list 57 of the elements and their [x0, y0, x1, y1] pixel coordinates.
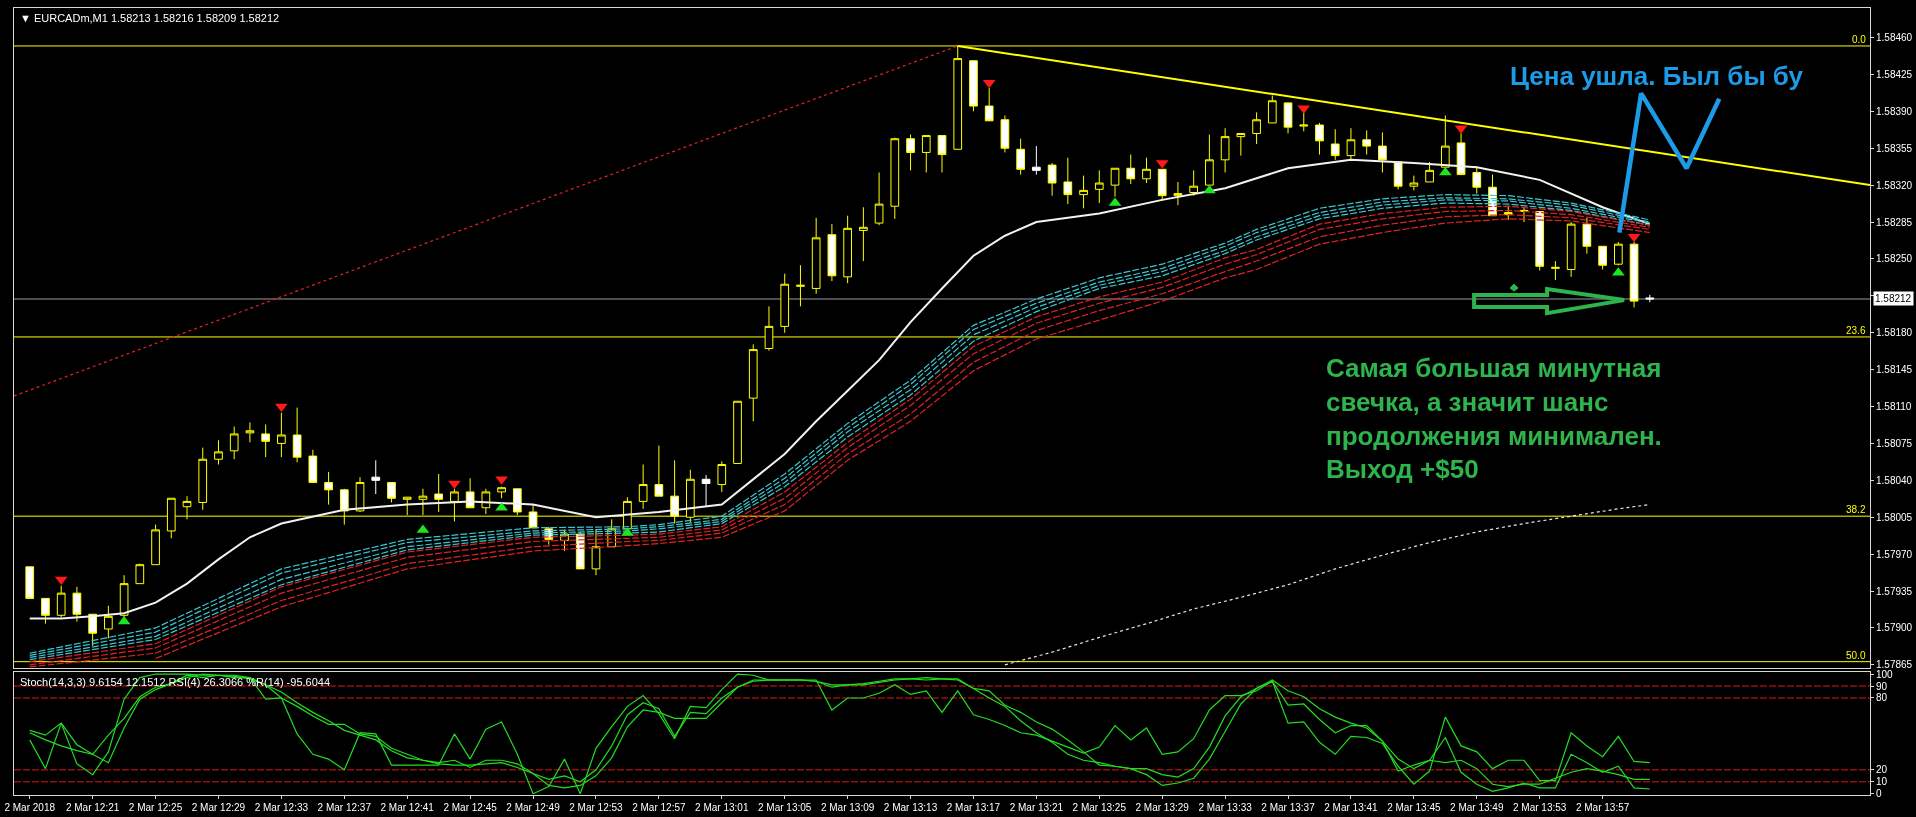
x-tick-label: 2 Mar 13:57: [1575, 802, 1630, 813]
x-tick-label: 2 Mar 13:33: [1198, 802, 1253, 813]
x-tick-label: 2 Mar 12:29: [191, 802, 246, 813]
x-tick-label: 2 Mar 13:45: [1387, 802, 1441, 813]
x-tick-label: 2 Mar 13:53: [1513, 802, 1567, 813]
x-tick-label: 2 Mar 13:05: [758, 802, 812, 813]
x-tick-label: 2 Mar 12:25: [128, 802, 183, 813]
y-tick-label: 1.57865: [1876, 659, 1913, 671]
y-tick-label: 1.58390: [1876, 105, 1913, 117]
x-tick-label: 2 Mar 13:37: [1261, 802, 1316, 813]
annotation: 0.0: [1852, 34, 1867, 45]
annotation: 38.2: [1846, 504, 1866, 515]
y-tick-label: 1.58320: [1876, 179, 1913, 191]
y-tick-label: 1.58355: [1876, 142, 1913, 154]
y-tick-label: 90: [1876, 680, 1888, 692]
annotation: 23.6: [1846, 325, 1866, 336]
y-tick-label: 1.58425: [1876, 68, 1913, 80]
annotation: Цена ушла. Был бы бу: [1510, 61, 1804, 91]
y-tick-label: 0: [1876, 788, 1882, 800]
x-tick-label: 2 Mar 12:41: [380, 802, 435, 813]
y-tick-label: 1.57900: [1876, 622, 1913, 634]
y-tick-label: 1.58040: [1876, 474, 1913, 486]
y-tick-label: 1.58460: [1876, 32, 1913, 44]
x-tick-label: 2 Mar 13:29: [1135, 802, 1190, 813]
x-tick-label: 2 Mar 13:13: [883, 802, 938, 813]
y-tick-label: 1.58110: [1876, 401, 1912, 413]
ref-line-label: 1.58212: [1875, 293, 1912, 304]
y-tick-label: 1.58285: [1876, 216, 1913, 228]
x-tick-label: 2 Mar 13:17: [946, 802, 1001, 813]
annotation: Самая большая минутная свечка, а значит шанс продолжения минимален. Выход +$50: [1326, 353, 1662, 485]
x-tick-label: 2 Mar 12:57: [632, 802, 686, 813]
x-tick-label: 2 Mar 12:21: [65, 802, 120, 813]
y-tick-label: 1.58145: [1876, 364, 1913, 376]
y-tick-label: 100: [1876, 668, 1894, 680]
x-tick-label: 2 Mar 12:45: [443, 802, 498, 813]
y-tick-label: 1.58250: [1876, 253, 1913, 265]
x-tick-label: 2 Mar 12:33: [254, 802, 309, 813]
y-tick-label: 20: [1876, 764, 1888, 776]
x-tick-label: 2 Mar 12:49: [506, 802, 561, 813]
x-tick-label: 2 Mar 13:49: [1450, 802, 1504, 813]
y-tick-label: 1.57935: [1876, 585, 1913, 597]
chart-title: ▼ EURCADm,M1 1.58213 1.58216 1.58209 1.58212: [20, 12, 280, 24]
x-tick-label: 2 Mar 2018: [4, 802, 56, 813]
y-tick-label: 80: [1876, 692, 1888, 704]
x-tick-label: 2 Mar 12:37: [317, 802, 372, 813]
y-tick-label: 1.58005: [1876, 511, 1913, 523]
x-tick-label: 2 Mar 13:09: [820, 802, 875, 813]
y-tick-label: 1.58075: [1876, 437, 1913, 449]
x-tick-label: 2 Mar 13:25: [1072, 802, 1127, 813]
x-tick-label: 2 Mar 12:53: [569, 802, 624, 813]
y-tick-label: 1.57970: [1876, 548, 1913, 560]
y-tick-label: 10: [1876, 776, 1888, 788]
annotation: 50.0: [1846, 650, 1866, 661]
y-tick-label: 1.58180: [1876, 327, 1913, 339]
x-tick-label: 2 Mar 13:21: [1009, 802, 1064, 813]
x-tick-label: 2 Mar 13:41: [1324, 802, 1379, 813]
x-tick-label: 2 Mar 13:01: [695, 802, 749, 813]
